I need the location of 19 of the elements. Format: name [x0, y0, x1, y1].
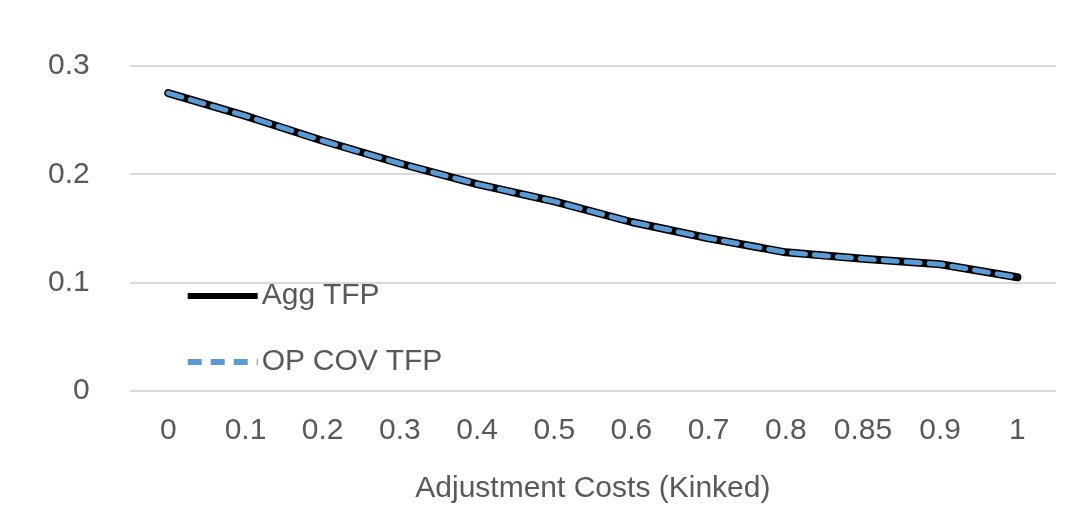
- x-tick-label: 0.3: [379, 412, 421, 446]
- y-tick-label: 0.2: [47, 155, 90, 189]
- x-tick-label: 0.8: [764, 412, 807, 446]
- y-tick-label: 0.3: [47, 47, 90, 81]
- y-tick-label: 0.1: [47, 263, 90, 297]
- x-tick-label: 0.2: [301, 412, 344, 446]
- x-tick-label: 0.5: [533, 412, 576, 446]
- x-tick-label: 0.85: [833, 412, 893, 446]
- x-tick-label: 1: [1009, 412, 1026, 446]
- x-tick-label: 0.9: [919, 412, 962, 446]
- x-tick-label: 0.1: [224, 412, 267, 446]
- x-tick-label: 0.7: [687, 412, 730, 446]
- legend-label: Agg TFP: [261, 277, 380, 311]
- x-axis-title: Adjustment Costs (Kinked): [415, 470, 771, 504]
- y-tick-label: 0: [73, 372, 90, 406]
- x-tick-label: 0: [159, 412, 177, 446]
- x-tick-label: 0.4: [456, 412, 498, 446]
- legend-label: OP COV TFP: [261, 343, 443, 377]
- x-tick-label: 0.6: [610, 412, 653, 446]
